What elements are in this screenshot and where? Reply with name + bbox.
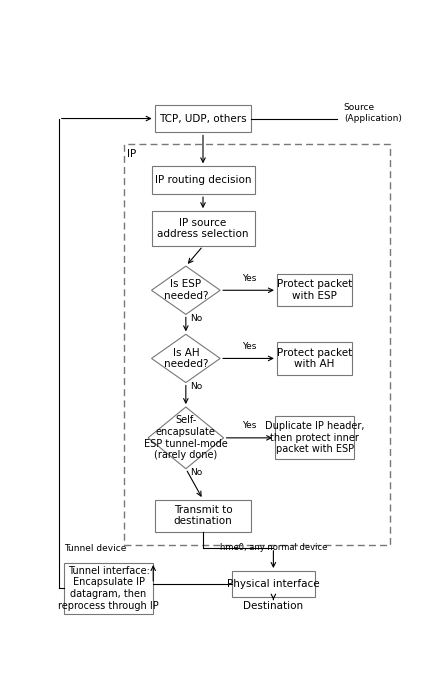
Text: Physical interface: Physical interface [227, 579, 320, 589]
Polygon shape [148, 407, 224, 468]
Text: IP routing decision: IP routing decision [155, 175, 251, 185]
Text: IP source
address selection: IP source address selection [157, 217, 249, 239]
Text: No: No [190, 314, 202, 323]
Text: Yes: Yes [241, 274, 256, 282]
Bar [152, 167, 254, 194]
Text: Destination: Destination [243, 601, 303, 611]
Polygon shape [152, 266, 220, 314]
Polygon shape [152, 335, 220, 383]
Text: hme0, any normal device: hme0, any normal device [220, 543, 327, 551]
Text: No: No [190, 468, 202, 477]
Text: IP: IP [128, 149, 137, 159]
Bar [277, 342, 352, 374]
Text: TCP, UDP, others: TCP, UDP, others [159, 114, 247, 123]
Text: Transmit to
destination: Transmit to destination [174, 505, 233, 526]
Text: Self-
encapsulate
ESP tunnel-mode
(rarely done): Self- encapsulate ESP tunnel-mode (rarel… [144, 415, 228, 460]
Text: Protect packet
with AH: Protect packet with AH [277, 348, 352, 369]
Text: Is ESP
needed?: Is ESP needed? [163, 279, 208, 301]
Bar [64, 562, 153, 613]
Text: Yes: Yes [241, 342, 256, 351]
Bar [124, 144, 390, 545]
Text: Source
(Application): Source (Application) [344, 103, 402, 123]
Text: Protect packet
with ESP: Protect packet with ESP [277, 279, 352, 301]
Bar [155, 105, 251, 132]
Text: Yes: Yes [242, 421, 257, 430]
Text: Tunnel device: Tunnel device [64, 544, 126, 553]
Bar [152, 211, 254, 246]
Bar [275, 416, 354, 459]
Text: Tunnel interface:
Encapsulate IP
datagram, then
reprocess through IP: Tunnel interface: Encapsulate IP datagra… [58, 566, 159, 611]
Bar [155, 500, 251, 532]
Text: Duplicate IP header,
then protect inner
packet with ESP: Duplicate IP header, then protect inner … [265, 421, 364, 454]
Bar [232, 571, 315, 597]
Text: Is AH
needed?: Is AH needed? [163, 348, 208, 369]
Text: No: No [190, 382, 202, 391]
Bar [277, 274, 352, 307]
